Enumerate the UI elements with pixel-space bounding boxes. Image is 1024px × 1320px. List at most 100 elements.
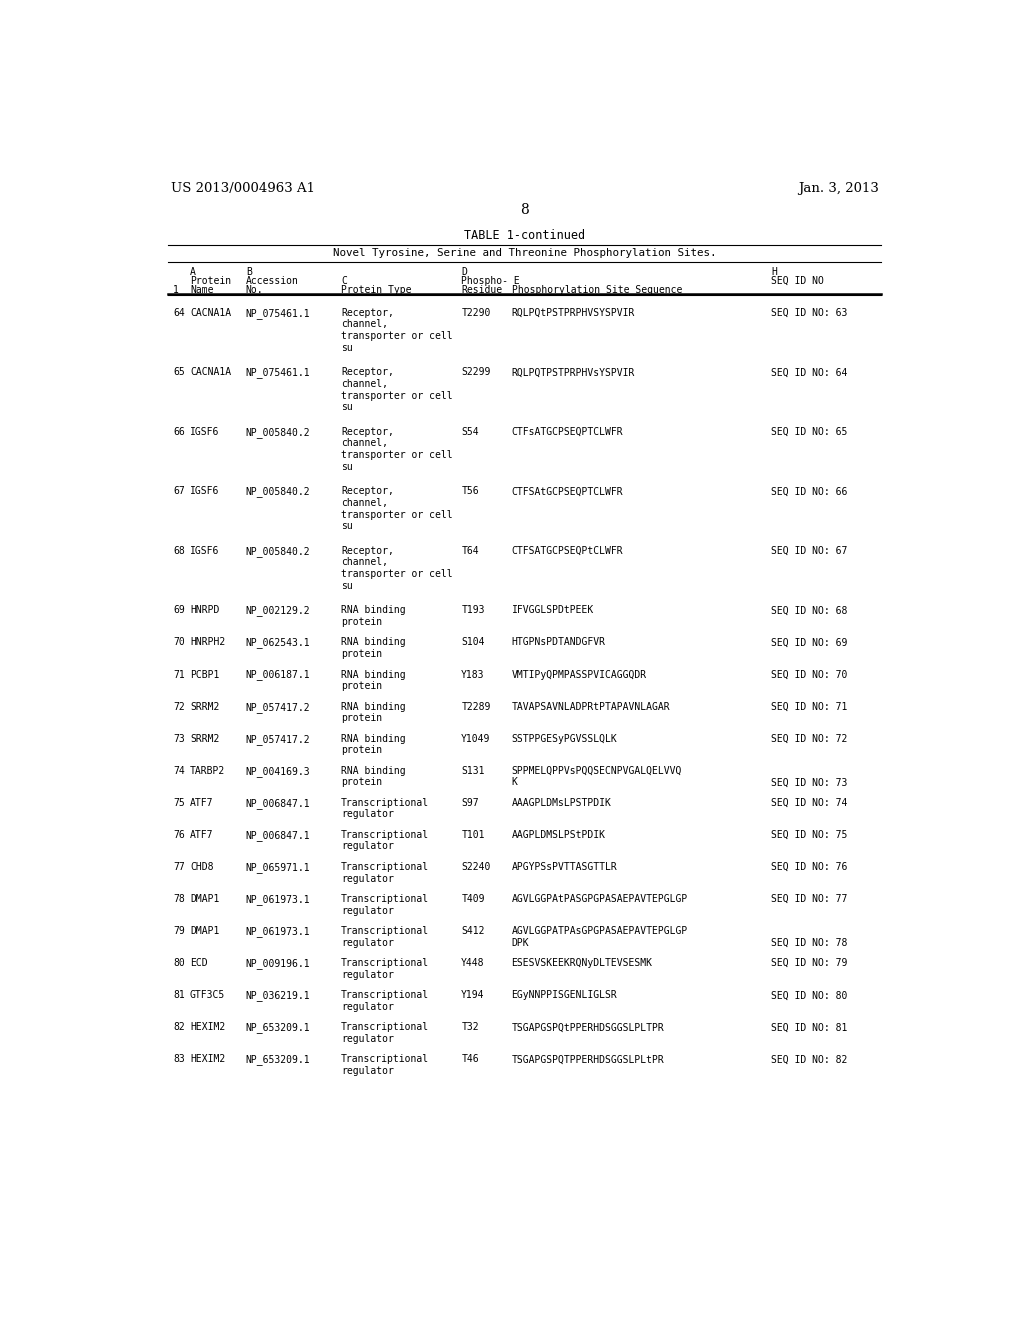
Text: NP_009196.1: NP_009196.1 (246, 958, 310, 969)
Text: IGSF6: IGSF6 (190, 486, 219, 496)
Text: Transcriptional
regulator: Transcriptional regulator (341, 990, 429, 1012)
Text: SEQ ID NO: 82: SEQ ID NO: 82 (771, 1055, 848, 1064)
Text: Y448: Y448 (461, 958, 484, 968)
Text: Y183: Y183 (461, 669, 484, 680)
Text: TSGAPGSPQTPPERHDSGGSLPLtPR: TSGAPGSPQTPPERHDSGGSLPLtPR (512, 1055, 665, 1064)
Text: S104: S104 (461, 638, 484, 647)
Text: Y1049: Y1049 (461, 734, 490, 743)
Text: RNA binding
protein: RNA binding protein (341, 638, 406, 659)
Text: A: A (190, 267, 196, 277)
Text: NP_005840.2: NP_005840.2 (246, 546, 310, 557)
Text: Transcriptional
regulator: Transcriptional regulator (341, 1055, 429, 1076)
Text: DMAP1: DMAP1 (190, 927, 219, 936)
Text: SSTPPGESyPGVSSLQLK: SSTPPGESyPGVSSLQLK (512, 734, 617, 743)
Text: NP_004169.3: NP_004169.3 (246, 766, 310, 776)
Text: 78: 78 (173, 894, 184, 904)
Text: T193: T193 (461, 606, 484, 615)
Text: Y194: Y194 (461, 990, 484, 1001)
Text: SEQ ID NO: 79: SEQ ID NO: 79 (771, 958, 848, 968)
Text: SEQ ID NO: 76: SEQ ID NO: 76 (771, 862, 848, 873)
Text: 8: 8 (520, 203, 529, 216)
Text: SEQ ID NO: 66: SEQ ID NO: 66 (771, 486, 848, 496)
Text: B: B (246, 267, 252, 277)
Text: No.: No. (246, 285, 263, 294)
Text: NP_057417.2: NP_057417.2 (246, 702, 310, 713)
Text: 68: 68 (173, 546, 184, 556)
Text: RQLPQTPSTPRPHVsYSPVIR: RQLPQTPSTPRPHVsYSPVIR (512, 367, 635, 378)
Text: Phospho- E: Phospho- E (461, 276, 520, 286)
Text: SEQ ID NO: 70: SEQ ID NO: 70 (771, 669, 848, 680)
Text: SEQ ID NO: 72: SEQ ID NO: 72 (771, 734, 848, 743)
Text: 74: 74 (173, 766, 184, 776)
Text: US 2013/0004963 A1: US 2013/0004963 A1 (171, 182, 314, 194)
Text: GTF3C5: GTF3C5 (190, 990, 225, 1001)
Text: SEQ ID NO: 74: SEQ ID NO: 74 (771, 797, 848, 808)
Text: 67: 67 (173, 486, 184, 496)
Text: AAGPLDMSLPStPDIK: AAGPLDMSLPStPDIK (512, 830, 605, 840)
Text: NP_006847.1: NP_006847.1 (246, 830, 310, 841)
Text: 70: 70 (173, 638, 184, 647)
Text: SEQ ID NO: 68: SEQ ID NO: 68 (771, 606, 848, 615)
Text: 83: 83 (173, 1055, 184, 1064)
Text: TARBP2: TARBP2 (190, 766, 225, 776)
Text: HEXIM2: HEXIM2 (190, 1022, 225, 1032)
Text: T2290: T2290 (461, 308, 490, 318)
Text: 80: 80 (173, 958, 184, 968)
Text: ATF7: ATF7 (190, 830, 213, 840)
Text: S54: S54 (461, 426, 479, 437)
Text: 69: 69 (173, 606, 184, 615)
Text: AGVLGGPAtPASGPGPASAEPAVTEPGLGP: AGVLGGPAtPASGPGPASAEPAVTEPGLGP (512, 894, 688, 904)
Text: NP_062543.1: NP_062543.1 (246, 638, 310, 648)
Text: Receptor,
channel,
transporter or cell
su: Receptor, channel, transporter or cell s… (341, 308, 453, 352)
Text: Phosphorylation Site Sequence: Phosphorylation Site Sequence (512, 285, 682, 294)
Text: AGVLGGPATPAsGPGPASAEPAVTEPGLGP
DPK: AGVLGGPATPAsGPGPASAEPAVTEPGLGP DPK (512, 927, 688, 948)
Text: SRRM2: SRRM2 (190, 734, 219, 743)
Text: Name: Name (190, 285, 213, 294)
Text: NP_002129.2: NP_002129.2 (246, 606, 310, 616)
Text: Transcriptional
regulator: Transcriptional regulator (341, 1022, 429, 1044)
Text: D: D (461, 267, 467, 277)
Text: H: H (771, 267, 777, 277)
Text: Accession: Accession (246, 276, 299, 286)
Text: PCBP1: PCBP1 (190, 669, 219, 680)
Text: AAAGPLDMsLPSTPDIK: AAAGPLDMsLPSTPDIK (512, 797, 611, 808)
Text: ESESVSKEEKRQNyDLTEVSESMK: ESESVSKEEKRQNyDLTEVSESMK (512, 958, 652, 968)
Text: Protein Type: Protein Type (341, 285, 412, 294)
Text: RNA binding
protein: RNA binding protein (341, 669, 406, 692)
Text: NP_653209.1: NP_653209.1 (246, 1022, 310, 1034)
Text: RNA binding
protein: RNA binding protein (341, 702, 406, 723)
Text: 72: 72 (173, 702, 184, 711)
Text: SEQ ID NO: 75: SEQ ID NO: 75 (771, 830, 848, 840)
Text: S2299: S2299 (461, 367, 490, 378)
Text: NP_006847.1: NP_006847.1 (246, 797, 310, 809)
Text: SEQ ID NO: SEQ ID NO (771, 276, 824, 286)
Text: RQLPQtPSTPRPHVSYSPVIR: RQLPQtPSTPRPHVSYSPVIR (512, 308, 635, 318)
Text: Transcriptional
regulator: Transcriptional regulator (341, 958, 429, 979)
Text: C: C (341, 276, 347, 286)
Text: SPPMELQPPVsPQQSECNPVGALQELVVQ
K: SPPMELQPPVsPQQSECNPVGALQELVVQ K (512, 766, 682, 787)
Text: Receptor,
channel,
transporter or cell
su: Receptor, channel, transporter or cell s… (341, 486, 453, 531)
Text: NP_075461.1: NP_075461.1 (246, 367, 310, 379)
Text: 65: 65 (173, 367, 184, 378)
Text: SEQ ID NO: 77: SEQ ID NO: 77 (771, 894, 848, 904)
Text: S97: S97 (461, 797, 479, 808)
Text: SEQ ID NO: 67: SEQ ID NO: 67 (771, 546, 848, 556)
Text: ATF7: ATF7 (190, 797, 213, 808)
Text: SEQ ID NO: 80: SEQ ID NO: 80 (771, 990, 848, 1001)
Text: 77: 77 (173, 862, 184, 873)
Text: Residue: Residue (461, 285, 503, 294)
Text: T46: T46 (461, 1055, 479, 1064)
Text: 66: 66 (173, 426, 184, 437)
Text: T64: T64 (461, 546, 479, 556)
Text: NP_061973.1: NP_061973.1 (246, 927, 310, 937)
Text: S2240: S2240 (461, 862, 490, 873)
Text: HTGPNsPDTANDGFVR: HTGPNsPDTANDGFVR (512, 638, 605, 647)
Text: Receptor,
channel,
transporter or cell
su: Receptor, channel, transporter or cell s… (341, 367, 453, 412)
Text: TSGAPGSPQtPPERHDSGGSLPLTPR: TSGAPGSPQtPPERHDSGGSLPLTPR (512, 1022, 665, 1032)
Text: Jan. 3, 2013: Jan. 3, 2013 (798, 182, 879, 194)
Text: VMTIPyQPMPASSPVICAGGQDR: VMTIPyQPMPASSPVICAGGQDR (512, 669, 647, 680)
Text: 1: 1 (173, 285, 179, 294)
Text: 75: 75 (173, 797, 184, 808)
Text: NP_036219.1: NP_036219.1 (246, 990, 310, 1001)
Text: TAVAPSAVNLADPRtPTAPAVNLAGAR: TAVAPSAVNLADPRtPTAPAVNLAGAR (512, 702, 671, 711)
